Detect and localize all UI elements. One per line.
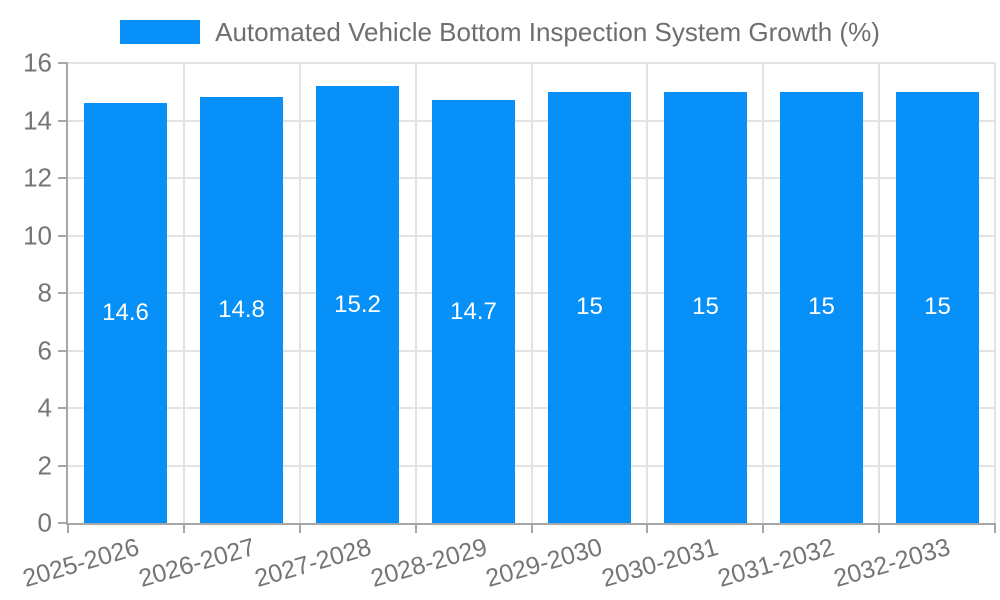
bar-value-label: 15.2 bbox=[334, 290, 381, 318]
bar bbox=[548, 92, 631, 523]
y-tick-label: 4 bbox=[37, 392, 52, 423]
bar bbox=[200, 97, 283, 523]
y-tick-mark bbox=[58, 464, 68, 467]
y-tick-label: 0 bbox=[37, 507, 52, 538]
y-tick-label: 6 bbox=[37, 335, 52, 365]
x-tick-mark bbox=[878, 523, 880, 533]
x-axis-line bbox=[66, 523, 995, 525]
bar-value-label: 15 bbox=[808, 293, 835, 321]
legend-label: Automated Vehicle Bottom Inspection Syst… bbox=[215, 17, 880, 47]
y-tick-mark bbox=[58, 349, 68, 352]
y-tick-mark bbox=[58, 234, 68, 237]
y-tick-mark bbox=[58, 177, 68, 179]
y-tick-mark bbox=[58, 62, 68, 64]
bar bbox=[316, 86, 399, 523]
y-tick-label: 10 bbox=[23, 220, 52, 250]
y-tick-label: 8 bbox=[37, 277, 52, 308]
x-category-label-text: 2030-2031 bbox=[599, 533, 722, 593]
y-axis-line bbox=[66, 63, 68, 525]
x-category-label-text: 2025-2026 bbox=[20, 533, 143, 593]
y-tick-label: 16 bbox=[23, 47, 52, 78]
x-category-label-text: 2031-2032 bbox=[715, 533, 838, 593]
y-tick-mark bbox=[58, 119, 68, 122]
v-gridline bbox=[646, 63, 648, 523]
v-gridline bbox=[183, 63, 185, 523]
bar-value-label: 15 bbox=[576, 293, 603, 321]
bar bbox=[432, 100, 515, 523]
x-category-label-text: 2032-2033 bbox=[831, 533, 954, 593]
x-category-label-text: 2027-2028 bbox=[252, 533, 375, 593]
v-gridline bbox=[762, 63, 764, 523]
bar-value-label: 14.7 bbox=[450, 297, 497, 325]
x-tick-mark bbox=[415, 523, 417, 533]
bar bbox=[896, 92, 979, 523]
v-gridline bbox=[994, 63, 996, 523]
x-tick-mark bbox=[531, 523, 533, 533]
x-tick-mark bbox=[299, 523, 301, 533]
bar-value-label: 14.6 bbox=[102, 299, 149, 327]
x-tick-mark bbox=[67, 523, 69, 533]
x-tick-mark bbox=[762, 523, 764, 533]
y-tick-mark bbox=[58, 407, 68, 409]
x-category-label-text: 2029-2030 bbox=[483, 533, 606, 593]
x-category-label-text: 2028-2029 bbox=[368, 533, 491, 593]
bar-value-label: 15 bbox=[692, 293, 719, 321]
v-gridline bbox=[531, 63, 533, 523]
x-category-label-text: 2026-2027 bbox=[136, 533, 259, 593]
bar-value-label: 15 bbox=[924, 293, 951, 321]
x-tick-mark bbox=[646, 523, 648, 533]
v-gridline bbox=[878, 63, 880, 523]
bar-value-label: 14.8 bbox=[218, 296, 265, 324]
y-tick-label: 12 bbox=[23, 162, 52, 193]
legend: Automated Vehicle Bottom Inspection Syst… bbox=[0, 18, 1000, 46]
y-tick-label: 14 bbox=[23, 105, 52, 135]
plot-area: 14.6 14.8 15.2 14.7 15 15 15 15 bbox=[66, 62, 996, 525]
x-tick-mark bbox=[183, 523, 185, 533]
y-tick-mark bbox=[58, 522, 68, 524]
bar bbox=[780, 92, 863, 523]
v-gridline bbox=[299, 63, 301, 523]
y-tick-label: 2 bbox=[37, 450, 52, 480]
legend-swatch bbox=[120, 20, 201, 44]
bar bbox=[664, 92, 747, 523]
v-gridline bbox=[415, 63, 417, 523]
y-tick-mark bbox=[58, 292, 68, 294]
x-tick-mark bbox=[994, 523, 996, 533]
bar bbox=[84, 103, 167, 523]
